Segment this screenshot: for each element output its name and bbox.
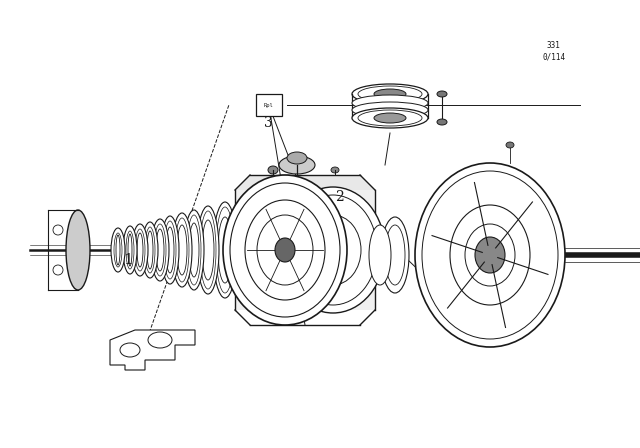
Ellipse shape — [374, 89, 406, 99]
Ellipse shape — [223, 175, 347, 325]
Ellipse shape — [142, 222, 158, 278]
Polygon shape — [110, 330, 195, 370]
Ellipse shape — [116, 235, 120, 265]
Ellipse shape — [374, 113, 406, 123]
Ellipse shape — [475, 237, 505, 273]
Ellipse shape — [268, 166, 278, 174]
Text: 2: 2 — [335, 190, 344, 204]
Ellipse shape — [132, 224, 148, 276]
Ellipse shape — [352, 95, 428, 111]
Ellipse shape — [352, 84, 428, 104]
Ellipse shape — [381, 217, 409, 293]
Polygon shape — [235, 190, 375, 310]
Ellipse shape — [66, 210, 90, 290]
Text: 331
0/114: 331 0/114 — [542, 41, 565, 62]
Ellipse shape — [151, 219, 169, 281]
Ellipse shape — [305, 215, 361, 285]
Ellipse shape — [166, 227, 174, 273]
Ellipse shape — [437, 119, 447, 125]
Ellipse shape — [202, 220, 214, 280]
Ellipse shape — [465, 224, 515, 286]
Ellipse shape — [137, 233, 143, 267]
Text: Rpl: Rpl — [264, 103, 274, 108]
Ellipse shape — [279, 156, 315, 174]
Ellipse shape — [437, 91, 447, 97]
Ellipse shape — [450, 205, 530, 305]
Ellipse shape — [506, 142, 514, 148]
Ellipse shape — [189, 223, 199, 277]
Ellipse shape — [331, 167, 339, 173]
Ellipse shape — [147, 231, 153, 269]
Ellipse shape — [177, 225, 187, 275]
Ellipse shape — [111, 228, 125, 272]
Text: 1: 1 — [123, 253, 133, 267]
Ellipse shape — [123, 226, 137, 274]
Ellipse shape — [172, 213, 192, 287]
Ellipse shape — [128, 234, 132, 266]
Ellipse shape — [352, 102, 428, 118]
Ellipse shape — [156, 229, 164, 271]
Ellipse shape — [352, 108, 428, 128]
Ellipse shape — [245, 200, 325, 300]
Ellipse shape — [275, 238, 295, 262]
Ellipse shape — [369, 225, 391, 285]
Ellipse shape — [197, 206, 219, 294]
Polygon shape — [235, 175, 375, 190]
Ellipse shape — [236, 212, 254, 288]
Ellipse shape — [231, 195, 259, 305]
Text: 3: 3 — [264, 116, 273, 130]
Ellipse shape — [281, 187, 385, 313]
Ellipse shape — [213, 202, 237, 298]
Ellipse shape — [184, 210, 204, 290]
Ellipse shape — [218, 217, 232, 283]
Ellipse shape — [161, 216, 179, 284]
Ellipse shape — [415, 163, 565, 347]
Ellipse shape — [287, 152, 307, 164]
